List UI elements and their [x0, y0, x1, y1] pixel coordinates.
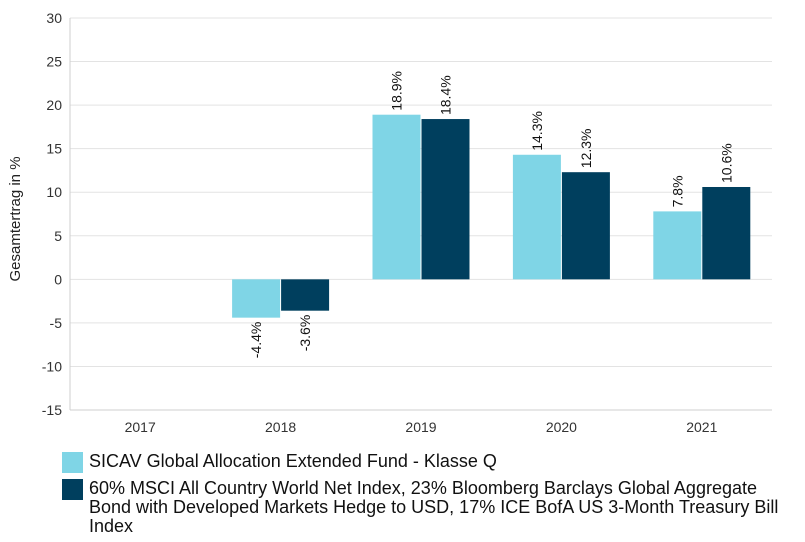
y-tick-label: 25: [46, 54, 62, 70]
data-label: 14.3%: [529, 111, 545, 151]
legend-label-fund: SICAV Global Allocation Extended Fund - …: [89, 452, 497, 471]
bar-benchmark-2019[interactable]: [422, 119, 470, 279]
x-tick-label: 2021: [686, 419, 717, 435]
y-tick-label: 20: [46, 97, 62, 113]
x-tick-label: 2019: [405, 419, 436, 435]
y-tick-label: -10: [42, 358, 62, 374]
y-tick-label: 10: [46, 184, 62, 200]
data-label: 18.9%: [389, 71, 405, 111]
y-tick-label: -5: [50, 315, 63, 331]
bars: [232, 115, 750, 318]
legend-item-benchmark[interactable]: 60% MSCI All Country World Net Index, 23…: [62, 479, 797, 536]
y-tick-label: -15: [42, 402, 62, 418]
legend-swatch-fund: [62, 452, 83, 473]
bar-fund-2019[interactable]: [373, 115, 421, 280]
y-tick-label: 5: [54, 228, 62, 244]
data-label: 12.3%: [578, 128, 594, 168]
bar-benchmark-2020[interactable]: [562, 172, 610, 279]
data-label: 7.8%: [669, 175, 685, 207]
data-label: -3.6%: [297, 315, 313, 352]
x-tick-label: 2020: [546, 419, 577, 435]
y-tick-label: 0: [54, 271, 62, 287]
y-axis-title: Gesamtertrag in %: [7, 156, 24, 281]
y-axis-ticks: 30 25 20 15 10 5 0 -5 -10 -15: [42, 10, 62, 418]
legend: SICAV Global Allocation Extended Fund - …: [62, 452, 797, 542]
y-tick-label: 15: [46, 141, 62, 157]
x-tick-label: 2018: [265, 419, 296, 435]
data-label: 10.6%: [718, 143, 734, 183]
bar-benchmark-2018[interactable]: [281, 279, 329, 310]
bar-fund-2021[interactable]: [653, 211, 701, 279]
bar-chart: 30 25 20 15 10 5 0 -5 -10 -15 2017 2018 2019 2020 202…: [0, 0, 805, 450]
bar-fund-2018[interactable]: [232, 279, 280, 317]
x-axis-ticks: 2017 2018 2019 2020 2021: [125, 419, 718, 435]
legend-swatch-benchmark: [62, 479, 83, 500]
bar-fund-2020[interactable]: [513, 155, 561, 280]
legend-label-benchmark: 60% MSCI All Country World Net Index, 23…: [89, 479, 797, 536]
legend-item-fund[interactable]: SICAV Global Allocation Extended Fund - …: [62, 452, 797, 473]
data-label: 18.4%: [438, 75, 454, 115]
data-label: -4.4%: [248, 322, 264, 359]
bar-benchmark-2021[interactable]: [702, 187, 750, 279]
y-tick-label: 30: [46, 10, 62, 26]
x-tick-label: 2017: [125, 419, 156, 435]
